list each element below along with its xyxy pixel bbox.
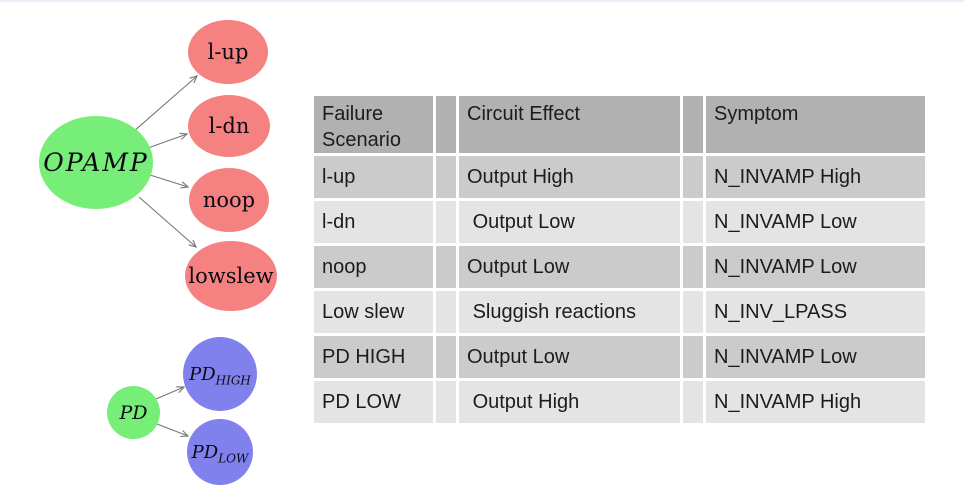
table-header-row: Failure Scenario Circuit Effect Symptom xyxy=(314,96,925,153)
node-pd: PD xyxy=(107,386,160,439)
cell-failure-scenario: PD HIGH xyxy=(314,336,433,378)
cell-gap xyxy=(683,156,703,198)
node-noop: noop xyxy=(189,168,269,232)
header-gap-1 xyxy=(436,96,456,153)
arrowhead-opamp-ldn xyxy=(179,132,189,140)
cell-gap xyxy=(683,291,703,333)
node-lowslew: lowslew xyxy=(185,241,277,311)
node-pd-high-label-sub: HIGH xyxy=(215,373,251,388)
table-row-pd-high: PD HIGH Output Low N_INVAMP Low xyxy=(314,336,925,378)
node-pd-high-label: PDHIGH xyxy=(189,363,251,388)
node-pd-high-label-main: PD xyxy=(189,363,216,385)
header-circuit-effect: Circuit Effect xyxy=(459,96,680,153)
node-pd-high: PDHIGH xyxy=(183,337,257,411)
edge-pd-pdlow xyxy=(156,423,189,437)
cell-symptom: N_INVAMP Low xyxy=(706,201,925,243)
node-lowslew-label: lowslew xyxy=(188,264,274,288)
node-pd-low-label: PDLOW xyxy=(191,441,249,466)
header-symptom: Symptom xyxy=(706,96,925,153)
node-pd-label: PD xyxy=(119,401,148,424)
cell-circuit-effect: Output Low xyxy=(459,336,680,378)
top-edge-line xyxy=(0,0,964,2)
cell-gap xyxy=(683,201,703,243)
cell-failure-scenario: Low slew xyxy=(314,291,433,333)
edge-opamp-lowslew xyxy=(138,196,197,248)
arrowhead-opamp-lowslew xyxy=(188,239,197,248)
header-gap-2 xyxy=(683,96,703,153)
cell-gap xyxy=(436,381,456,423)
cell-failure-scenario: PD LOW xyxy=(314,381,433,423)
cell-gap xyxy=(683,336,703,378)
edge-opamp-lup xyxy=(132,75,198,133)
node-l-dn: l-dn xyxy=(188,95,270,157)
cell-circuit-effect: Output Low xyxy=(459,201,680,243)
diagram-edges-svg xyxy=(132,75,199,438)
cell-symptom: N_INVAMP Low xyxy=(706,246,925,288)
cell-circuit-effect: Output High xyxy=(459,381,680,423)
edge-pd-pdhigh xyxy=(155,386,185,400)
node-l-up-label: l-up xyxy=(207,40,249,64)
table-row-l-dn: l-dn Output Low N_INVAMP Low xyxy=(314,201,925,243)
node-pd-low-label-main: PD xyxy=(191,441,219,463)
cell-gap xyxy=(436,336,456,378)
cell-circuit-effect: Output High xyxy=(459,156,680,198)
cell-failure-scenario: noop xyxy=(314,246,433,288)
cell-gap xyxy=(436,156,456,198)
cell-symptom: N_INVAMP High xyxy=(706,156,925,198)
cell-circuit-effect: Sluggish reactions xyxy=(459,291,680,333)
cell-symptom: N_INVAMP High xyxy=(706,381,925,423)
cell-gap xyxy=(683,246,703,288)
cell-symptom: N_INV_LPASS xyxy=(706,291,925,333)
cell-failure-scenario: l-dn xyxy=(314,201,433,243)
table-row-low-slew: Low slew Sluggish reactions N_INV_LPASS xyxy=(314,291,925,333)
failure-table: Failure Scenario Circuit Effect Symptom … xyxy=(311,93,928,426)
cell-gap xyxy=(436,201,456,243)
node-noop-label: noop xyxy=(202,188,256,212)
table-row-l-up: l-up Output High N_INVAMP High xyxy=(314,156,925,198)
node-l-dn-label: l-dn xyxy=(208,114,250,138)
cell-gap xyxy=(436,291,456,333)
arrowhead-opamp-lup xyxy=(189,75,199,84)
table-row-noop: noop Output Low N_INVAMP Low xyxy=(314,246,925,288)
node-pd-low: PDLOW xyxy=(187,419,253,485)
node-pd-low-label-sub: LOW xyxy=(218,451,249,466)
node-opamp: OPAMP xyxy=(39,116,153,209)
cell-gap xyxy=(436,246,456,288)
cell-circuit-effect: Output Low xyxy=(459,246,680,288)
node-l-up: l-up xyxy=(188,20,268,84)
cell-gap xyxy=(683,381,703,423)
header-failure-scenario: Failure Scenario xyxy=(314,96,433,153)
edge-opamp-ldn xyxy=(147,133,188,149)
cell-symptom: N_INVAMP Low xyxy=(706,336,925,378)
arrowhead-pd-pdlow xyxy=(180,430,190,438)
arrowhead-pd-pdhigh xyxy=(176,386,186,394)
arrowhead-opamp-noop xyxy=(180,181,190,189)
node-opamp-label: OPAMP xyxy=(43,148,149,177)
cell-failure-scenario: l-up xyxy=(314,156,433,198)
table-row-pd-low: PD LOW Output High N_INVAMP High xyxy=(314,381,925,423)
fault-tree-diagram: OPAMP l-up l-dn noop lowslew PD PDHIGH P… xyxy=(0,0,320,492)
edge-opamp-noop xyxy=(149,174,189,188)
